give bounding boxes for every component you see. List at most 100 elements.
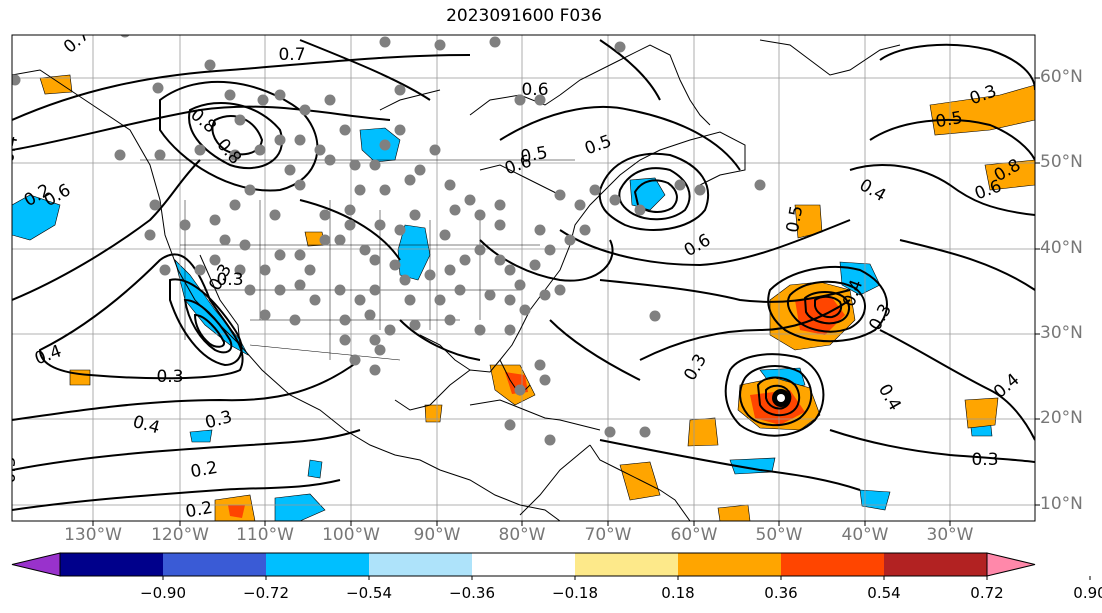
observation-dot (209, 254, 221, 266)
observation-dot (219, 234, 231, 246)
observation-dot (274, 134, 286, 146)
contour-label: 0.2 (184, 498, 214, 522)
lon-label: 100°W (322, 525, 380, 545)
observation-dot (259, 309, 271, 321)
storm-eye (777, 394, 785, 402)
observation-dot (334, 234, 346, 246)
shade-orange-s (717, 504, 751, 521)
observation-dot (224, 89, 236, 101)
contour-label: 0.7 (278, 45, 305, 65)
colorbar-segment (678, 553, 781, 576)
lon-label: 130°W (64, 525, 122, 545)
observation-dot (229, 199, 241, 211)
lat-label: 10°N (1040, 494, 1083, 514)
observation-dot (694, 184, 706, 196)
observation-dot (179, 219, 191, 231)
lon-label: 70°W (584, 525, 632, 545)
coastlines (12, 39, 901, 521)
observation-dot (294, 249, 306, 261)
lon-label: 40°W (841, 525, 889, 545)
observation-dot (369, 364, 381, 376)
axis-ticks (92, 77, 1040, 526)
shade-red-storm1 (795, 295, 845, 335)
observation-dot (379, 36, 391, 48)
observation-dot (529, 259, 541, 271)
colorbar-extend-left (11, 552, 61, 577)
contour-label: 0.6 (521, 80, 548, 100)
observation-dot (494, 219, 506, 231)
observation-dot (409, 209, 421, 221)
colorbar-tick-label: 0.72 (970, 584, 1004, 602)
observation-dot (634, 204, 646, 216)
observation-dot (274, 249, 286, 261)
observation-dot (434, 294, 446, 306)
observation-dot (514, 279, 526, 291)
lon-label: 120°W (151, 525, 209, 545)
lat-label: 30°N (1040, 323, 1083, 343)
lat-label: 40°N (1040, 238, 1083, 258)
observation-dot (544, 434, 556, 446)
observation-dot (269, 209, 281, 221)
observation-dot (374, 219, 386, 231)
observation-dot (554, 189, 566, 201)
observation-dot (579, 224, 591, 236)
contour-label: 0.5 (519, 143, 549, 167)
observation-dot (589, 184, 601, 196)
observation-dot (464, 194, 476, 206)
observation-dot (324, 94, 336, 106)
observation-dot (434, 39, 446, 51)
observation-dot (284, 164, 296, 176)
observation-dot (429, 144, 441, 156)
colorbar-segment (884, 553, 987, 576)
observation-dot (494, 254, 506, 266)
graticule (12, 35, 1035, 521)
lon-label: 30°W (926, 525, 974, 545)
observation-dots (12, 35, 766, 446)
contour-label: 0.3 (0, 456, 20, 483)
contour-label: 0.5 (934, 108, 964, 132)
observation-dot (484, 289, 496, 301)
shaded-regions (12, 74, 1035, 521)
observation-dot (489, 36, 501, 48)
observation-dot (534, 224, 546, 236)
shade-blue-midwest (397, 224, 431, 281)
observation-dot (344, 219, 356, 231)
observation-dot (394, 124, 406, 136)
colorbar-segment (575, 553, 678, 576)
observation-dot (444, 179, 456, 191)
observation-dot (339, 124, 351, 136)
observation-dot (369, 284, 381, 296)
observation-dot (339, 334, 351, 346)
shade-blue-baja (174, 259, 249, 356)
colorbar-extend-right (986, 552, 1036, 577)
observation-dot (354, 184, 366, 196)
observation-dot (234, 264, 246, 276)
lat-label: 60°N (1040, 67, 1083, 87)
observation-dot (639, 426, 651, 438)
observation-dot (609, 194, 621, 206)
observation-dot (459, 254, 471, 266)
observation-dot (114, 149, 126, 161)
observation-dot (474, 324, 486, 336)
observation-dot (159, 264, 171, 276)
observation-dot (519, 304, 531, 316)
shade-orange-carib2 (619, 461, 661, 501)
observation-dot (274, 89, 286, 101)
observation-dot (304, 264, 316, 276)
colorbar-tick-label: 0.36 (764, 584, 798, 602)
colorbar (11, 552, 1091, 580)
observation-dot (394, 224, 406, 236)
observation-dot (614, 41, 626, 53)
observation-dot (604, 426, 616, 438)
observation-dot (379, 184, 391, 196)
lat-label: 20°N (1040, 408, 1083, 428)
observation-dot (344, 204, 356, 216)
observation-dot (539, 289, 551, 301)
colorbar-tick-label: −0.54 (346, 584, 392, 602)
shade-orange-ne (929, 84, 1035, 136)
observation-dot (369, 254, 381, 266)
contour-label: 0.3 (156, 367, 183, 387)
contour-label: 0.3 (971, 450, 998, 470)
shade-orange-alaska (39, 74, 73, 95)
contour-label: 0.2 (189, 458, 219, 482)
